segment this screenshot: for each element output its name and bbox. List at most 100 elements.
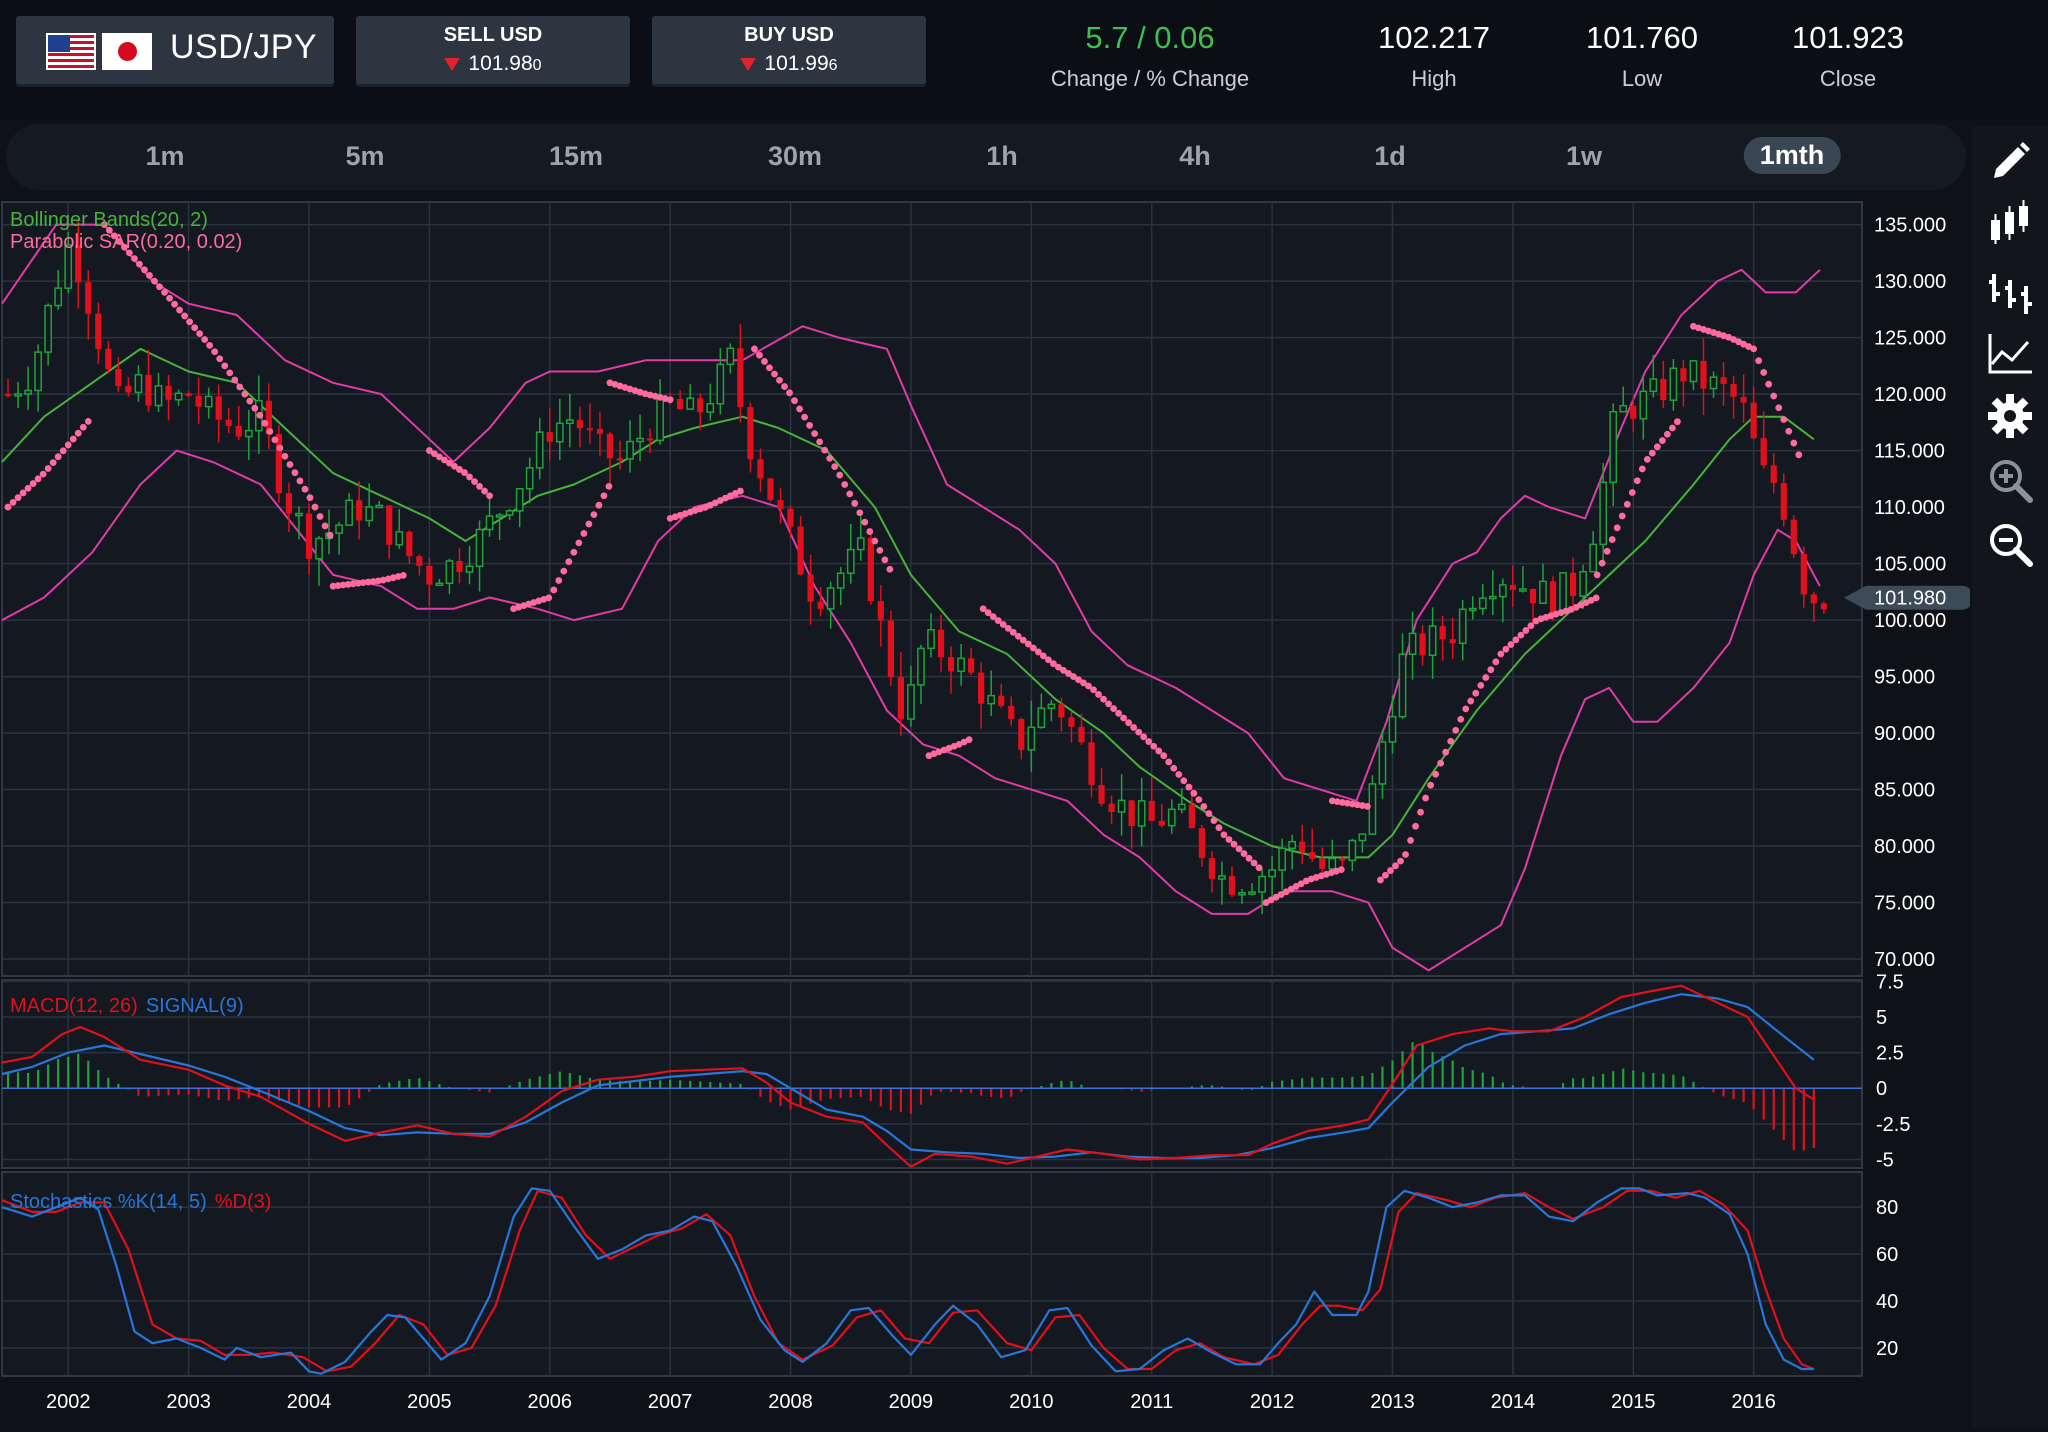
candle-body [817,601,824,609]
x-axis-tick-label: 2007 [648,1391,693,1413]
parabolic-sar-dot [441,456,448,464]
parabolic-sar-dot [1674,418,1681,426]
candle-body [1700,360,1707,389]
parabolic-sar-dot [761,358,768,365]
chart-area[interactable]: 2002 2003 2004 2005 2006 2007 2008 2009 2010 2011… [0,198,2048,1427]
candle-body [375,504,384,509]
bollinger-legend: Bollinger Bands(20, 2) [10,209,208,231]
candle-body [877,601,884,621]
parabolic-sar-dot [344,581,352,588]
timeframe-1d[interactable]: 1d [1374,141,1406,171]
candle-body [105,348,112,370]
candle-body [85,282,92,314]
line-chart-icon[interactable] [1986,330,2034,378]
timeframe-1mth[interactable]: 1mth [1743,137,1841,174]
parabolic-sar-dot [876,546,884,554]
parabolic-sar-dot [1643,455,1651,463]
parabolic-sar-dot [1427,781,1435,789]
parabolic-sar-dot [186,318,194,326]
parabolic-sar-dot [326,531,334,539]
parabolic-sar-dot [4,503,12,511]
parabolic-sar-dot [1220,831,1228,839]
candle-body [957,657,965,673]
timeframe-15m[interactable]: 15m [548,141,604,171]
close-value: 101.923 [1791,20,1905,55]
parabolic-sar-dot [44,465,52,472]
zoom-out-icon[interactable] [1986,520,2034,568]
parabolic-sar-dot [1262,899,1270,906]
x-axis-tick-label: 2004 [287,1391,332,1413]
parabolic-sar-dot [1598,559,1606,567]
gear-icon[interactable] [1986,392,2034,440]
timeframe-30m[interactable]: 30m [767,141,823,171]
candle-body [1008,705,1015,720]
candle-body [535,431,544,469]
macd-axis-tick-label: 0 [1876,1078,1887,1100]
x-axis-tick-label: 2012 [1250,1391,1295,1413]
parabolic-sar-dot [1130,724,1138,731]
candle-body [867,538,874,602]
parabolic-sar-dot [146,272,153,279]
x-axis-tick-label: 2003 [166,1391,211,1413]
candle-body [677,398,684,410]
candle-body [987,694,996,705]
parabolic-sar-dot [1638,465,1646,473]
x-axis-tick-label: 2011 [1130,1391,1173,1413]
high-label: High [1411,66,1457,91]
price-axis-tick-label: 100.000 [1874,610,1946,632]
timeframe-5m[interactable]: 5m [345,141,385,171]
candle-body [1680,368,1687,382]
stochastics-axis-tick-label: 80 [1876,1197,1898,1219]
currency-pair-selector[interactable]: USD/JPY [16,16,334,84]
candle-body [1539,580,1547,604]
parabolic-sar-dot [1750,345,1758,353]
parabolic-sar-dot [545,594,553,602]
pencil-icon[interactable] [1986,138,2034,186]
price-axis-tick-label: 120.000 [1874,384,1946,406]
parabolic-sar-dot [1120,714,1128,722]
parabolic-sar-dot [34,475,42,483]
parabolic-sar-dot [1422,794,1429,802]
candle-body [1689,360,1698,383]
parabolic-sar-dot [575,539,583,547]
timeframe-4h[interactable]: 4h [1179,141,1211,171]
timeframe-1h[interactable]: 1h [986,141,1018,171]
parabolic-sar-dot [231,376,239,384]
buy-usd-button[interactable]: BUY USD 101.996 [652,16,926,84]
candle-body [998,695,1005,706]
parabolic-sar-dot [1255,864,1263,872]
parabolic-sar-dot [1185,783,1193,791]
candle-body [1177,803,1186,811]
candle-body [1027,726,1036,751]
candle-body [1649,378,1658,393]
parabolic-sar-dot [1165,758,1173,766]
candlestick-icon[interactable] [1986,198,2034,246]
indicator-icon[interactable] [1986,268,2034,316]
parabolic-sar-dot [374,577,382,585]
x-axis-tick-label: 2002 [46,1391,91,1413]
zoom-in-icon[interactable] [1986,456,2034,504]
candle-body [1248,891,1256,895]
candle-body [1058,704,1065,718]
candle-body [1037,707,1046,729]
parabolic-sar-dot [1527,622,1535,630]
sell-usd-button[interactable]: SELL USD 101.980 [356,16,630,84]
parabolic-sar-dot [481,487,488,495]
sar-legend-entry: Parabolic SAR(0.20, 0.02) [10,231,242,253]
candle-body [1790,519,1797,555]
macd-legend-entry: SIGNAL(9) [146,995,244,1017]
parabolic-sar-dot [316,513,324,520]
candle-body [174,392,183,401]
bollinger-middle-band [1,347,1815,859]
candle-body [1760,438,1767,466]
parabolic-sar-dot [846,490,854,498]
candle-body [1128,800,1135,827]
parabolic-sar-dot [836,471,844,479]
candle-body [1419,633,1426,656]
price-chart-svg[interactable]: 2002 2003 2004 2005 2006 2007 2008 2009 2010 2011… [0,198,1972,1427]
timeframe-1w[interactable]: 1w [1565,141,1603,171]
parabolic-sar-dot [736,487,744,495]
timeframe-1m[interactable]: 1m [145,141,185,171]
stoch-pane [1,1171,1863,1377]
parabolic-sar-dot [369,578,377,585]
